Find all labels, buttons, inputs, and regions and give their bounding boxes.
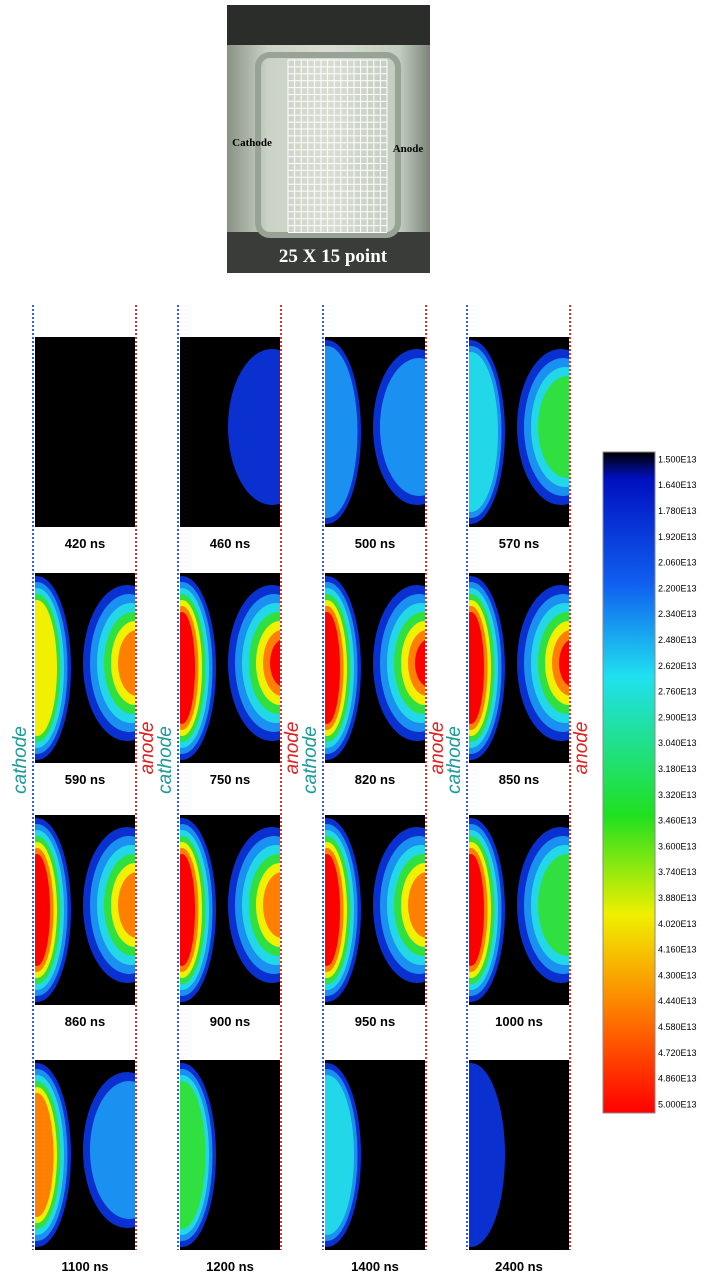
panel-label: 590 ns bbox=[65, 772, 105, 787]
heatmap bbox=[293, 1060, 425, 1250]
anode-blob bbox=[380, 358, 458, 496]
anode-blob bbox=[538, 376, 596, 478]
colorbar-label: 4.160E13 bbox=[658, 945, 697, 955]
heatmap bbox=[437, 1060, 569, 1250]
cathode-blob bbox=[314, 854, 340, 966]
colorbar-label: 4.860E13 bbox=[658, 1074, 697, 1084]
heatmap-bg bbox=[35, 337, 135, 527]
heatmap bbox=[3, 815, 171, 1005]
colorbar: 1.500E13 1.640E13 1.780E13 1.920E13 2.060E13… bbox=[603, 452, 697, 1113]
photo-label: Cathode bbox=[232, 137, 272, 149]
panel-label: 1400 ns bbox=[351, 1259, 399, 1274]
panel-label: 1100 ns bbox=[62, 1259, 109, 1274]
anode-blob bbox=[228, 349, 316, 505]
cathode-blob bbox=[159, 1081, 206, 1229]
colorbar-label: 3.040E13 bbox=[658, 738, 697, 748]
panel-label: 500 ns bbox=[355, 536, 395, 551]
blobs bbox=[228, 349, 316, 505]
cathode-label: cathode bbox=[300, 726, 321, 794]
photo-label: Anode bbox=[393, 143, 424, 155]
panel-label: 750 ns bbox=[210, 772, 250, 787]
colorbar-label: 3.460E13 bbox=[658, 816, 697, 826]
cathode-blob bbox=[24, 854, 50, 966]
cathode-blob bbox=[300, 1075, 354, 1235]
anode-blob bbox=[538, 854, 596, 956]
colorbar-label: 2.200E13 bbox=[658, 583, 697, 593]
colorbar-label: 5.000E13 bbox=[658, 1099, 697, 1109]
colorbar-label: 4.020E13 bbox=[658, 919, 697, 929]
cathode-blob bbox=[169, 612, 195, 724]
heatmap bbox=[437, 815, 605, 1005]
cathode-blob bbox=[17, 600, 57, 736]
cathode-blob bbox=[297, 346, 358, 518]
colorbar-label: 2.760E13 bbox=[658, 687, 697, 697]
panels: 420 ns 460 ns 500 ns 570 ns 590 ns 750 ns 820 … bbox=[3, 305, 605, 1274]
cathode-blob bbox=[169, 854, 195, 966]
colorbar-label: 3.740E13 bbox=[658, 867, 697, 877]
cathode-blob bbox=[21, 1093, 54, 1217]
blobs bbox=[293, 1063, 361, 1247]
blobs bbox=[437, 1063, 505, 1247]
heatmap bbox=[293, 337, 461, 527]
heatmap bbox=[3, 1060, 171, 1250]
colorbar-label: 4.300E13 bbox=[658, 970, 697, 980]
cathode-blob bbox=[458, 612, 484, 724]
colorbar-label: 2.900E13 bbox=[658, 712, 697, 722]
anode-label: anode bbox=[282, 722, 303, 775]
colorbar-label: 2.060E13 bbox=[658, 558, 697, 568]
photo-caption: 25 X 15 point bbox=[279, 246, 388, 267]
anode-label: anode bbox=[137, 722, 158, 775]
panel-label: 900 ns bbox=[210, 1014, 250, 1029]
panel-label: 2400 ns bbox=[495, 1259, 543, 1274]
cathode-blob bbox=[444, 352, 498, 512]
heatmap bbox=[180, 337, 316, 527]
cathode-label: cathode bbox=[155, 726, 176, 794]
panel-label: 1000 ns bbox=[495, 1014, 543, 1029]
heatmap bbox=[35, 337, 135, 527]
cathode-blob bbox=[314, 612, 340, 724]
photo: Cathode Anode 25 X 15 point bbox=[227, 5, 430, 273]
anode-label: anode bbox=[427, 722, 448, 775]
panel-label: 460 ns bbox=[210, 536, 250, 551]
colorbar-label: 4.720E13 bbox=[658, 1048, 697, 1058]
figure: Cathode Anode 25 X 15 point 420 ns 460 ns… bbox=[0, 0, 714, 1274]
anode-label: anode bbox=[571, 722, 592, 775]
colorbar-label: 3.320E13 bbox=[658, 790, 697, 800]
cathode-blob bbox=[458, 854, 484, 966]
cathode-blob bbox=[437, 1063, 505, 1247]
panel-label: 850 ns bbox=[499, 772, 539, 787]
colorbar-label: 4.440E13 bbox=[658, 996, 697, 1006]
colorbar-label: 1.920E13 bbox=[658, 532, 697, 542]
colorbar-label: 3.180E13 bbox=[658, 764, 697, 774]
panel-label: 820 ns bbox=[355, 772, 395, 787]
blobs bbox=[148, 1063, 216, 1247]
colorbar-label: 3.880E13 bbox=[658, 893, 697, 903]
heatmap bbox=[293, 815, 461, 1005]
colorbar-label: 2.340E13 bbox=[658, 609, 697, 619]
colorbar-label: 2.480E13 bbox=[658, 635, 697, 645]
colorbar-label: 2.620E13 bbox=[658, 661, 697, 671]
panel-label: 950 ns bbox=[355, 1014, 395, 1029]
colorbar-label: 1.640E13 bbox=[658, 480, 697, 490]
panel-label: 420 ns bbox=[65, 536, 105, 551]
colorbar-label: 3.600E13 bbox=[658, 841, 697, 851]
colorbar-label: 1.500E13 bbox=[658, 454, 697, 464]
anode-blob bbox=[559, 639, 587, 687]
panel-label: 570 ns bbox=[499, 536, 539, 551]
anode-blob bbox=[415, 639, 443, 687]
heatmap bbox=[148, 1060, 280, 1250]
panel-label: 1200 ns bbox=[206, 1259, 254, 1274]
colorbar-label: 1.780E13 bbox=[658, 506, 697, 516]
anode-blob bbox=[270, 639, 298, 687]
cathode-label: cathode bbox=[10, 726, 31, 794]
heatmap bbox=[148, 815, 316, 1005]
colorbar-label: 4.580E13 bbox=[658, 1022, 697, 1032]
page: Cathode Anode 25 X 15 point 420 ns 460 ns… bbox=[0, 0, 714, 1274]
anode-blob bbox=[90, 1081, 168, 1219]
panel-label: 860 ns bbox=[65, 1014, 105, 1029]
heatmap bbox=[437, 337, 605, 527]
